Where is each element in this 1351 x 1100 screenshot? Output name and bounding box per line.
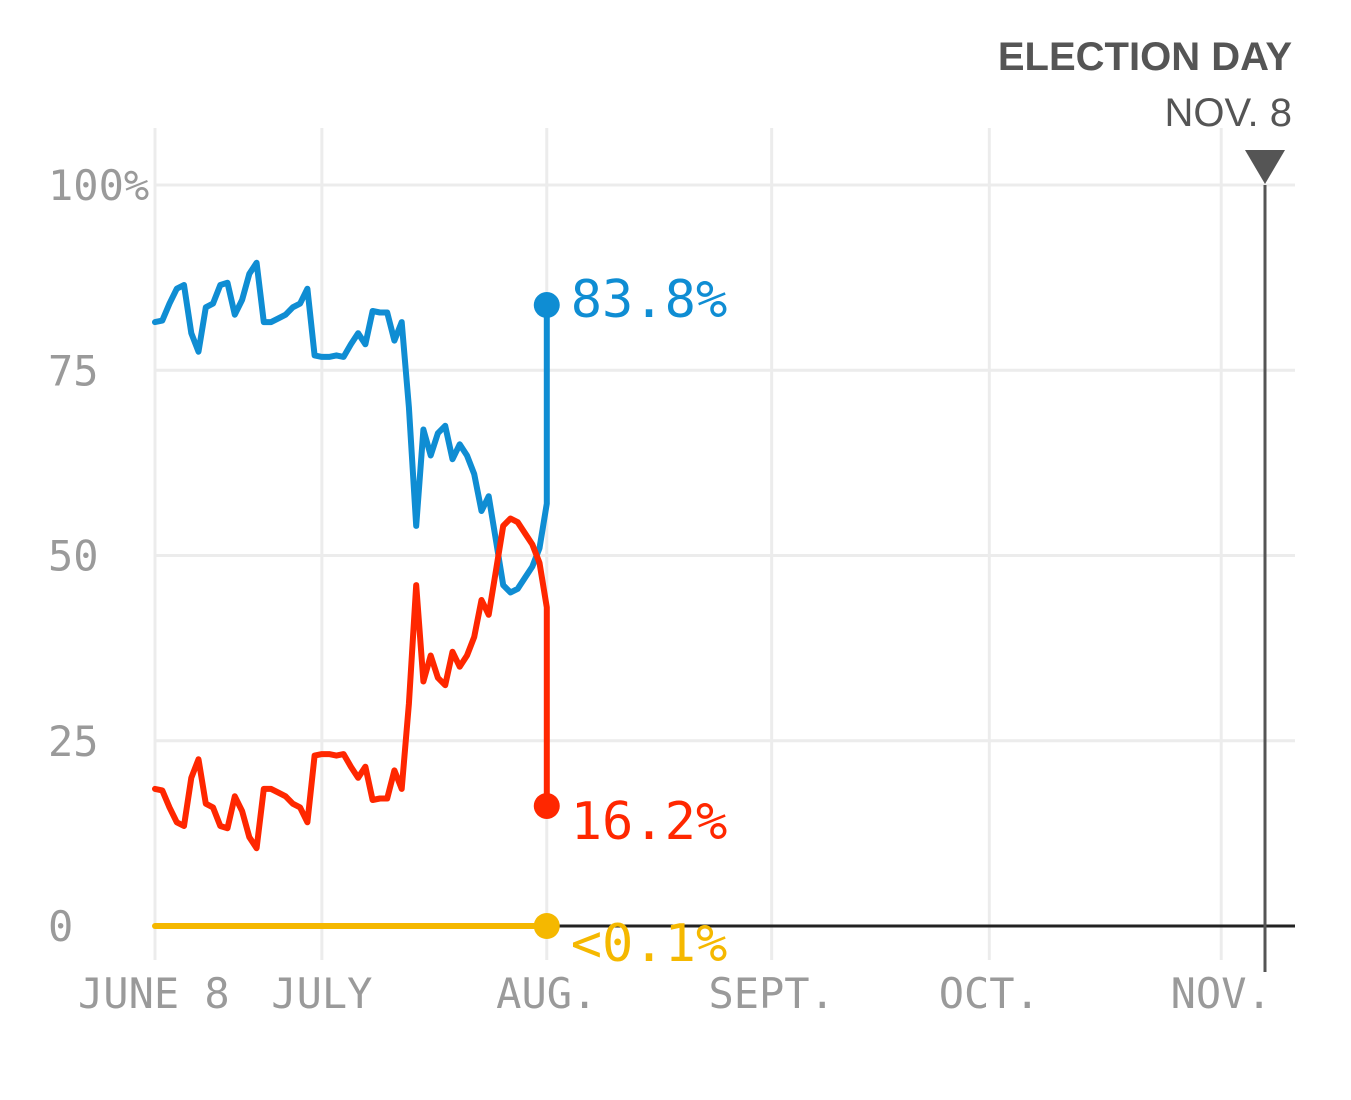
series-line xyxy=(152,259,550,596)
series-end-label: <0.1% xyxy=(571,914,728,974)
series-endpoint xyxy=(533,792,560,819)
label-layer: 83.8% 16.2% <0.1% xyxy=(571,270,728,974)
series-line xyxy=(152,515,550,852)
y-tick-label: 25 xyxy=(48,717,99,766)
election-day-arrow xyxy=(1245,150,1285,184)
y-tick-label: 100% xyxy=(48,161,149,210)
y-tick-label: 0 xyxy=(48,902,73,951)
election-day-marker: ELECTION DAY NOV. 8 xyxy=(998,35,1292,972)
x-tick-label: SEPT. xyxy=(708,969,834,1018)
grid-layer xyxy=(153,128,1295,960)
x-tick-label: JULY xyxy=(271,969,372,1018)
election-day-date: NOV. 8 xyxy=(1165,91,1292,135)
y-tick-label: 50 xyxy=(48,532,99,581)
election-day-title: ELECTION DAY xyxy=(998,35,1292,79)
series-endpoint xyxy=(533,913,560,939)
series-end-label: 83.8% xyxy=(571,270,728,330)
series-endpoint xyxy=(533,292,560,319)
x-tick-label: OCT. xyxy=(939,969,1040,1018)
series-layer xyxy=(152,259,560,939)
x-tick-label: NOV. xyxy=(1171,969,1272,1018)
series-end-label: 16.2% xyxy=(571,792,728,852)
x-tick-label: JUNE 8 xyxy=(78,969,230,1018)
y-tick-label: 75 xyxy=(48,346,99,395)
x-tick-label: AUG. xyxy=(496,969,597,1018)
